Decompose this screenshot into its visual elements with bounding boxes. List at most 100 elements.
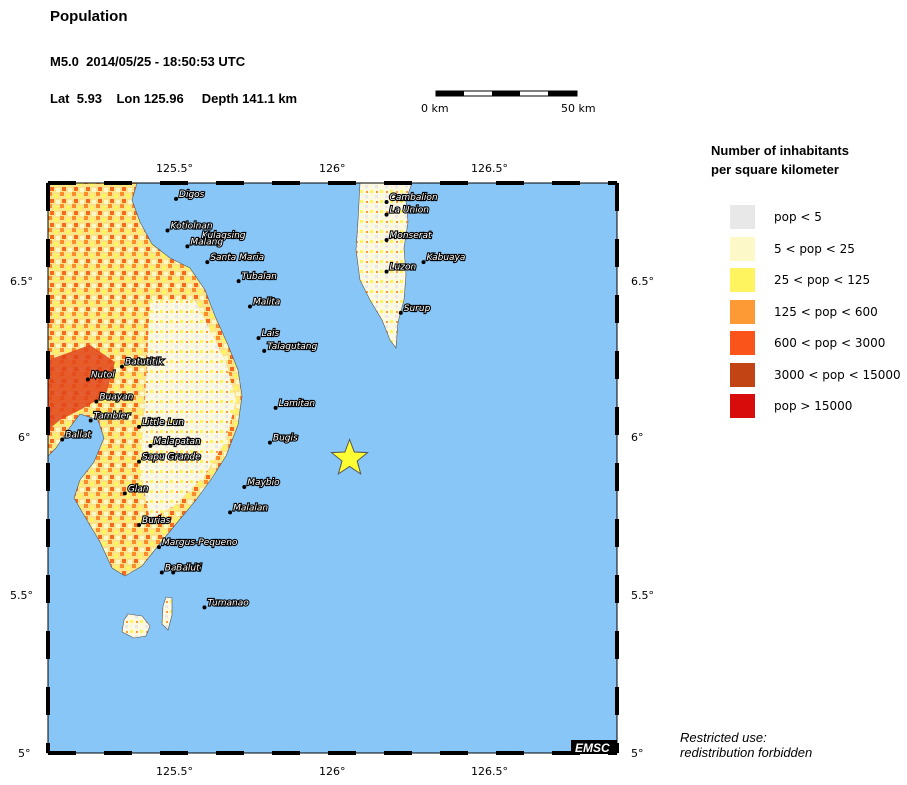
frame-dash [615,239,619,267]
legend-item: 3000 < pop < 15000 [730,362,901,387]
place-label: Digos [179,190,205,200]
frame-dash [160,181,188,185]
frame-dash [104,181,132,185]
frame-dash [615,631,619,659]
legend-label: 5 < pop < 25 [774,241,855,256]
place-label: Kabuaya [427,253,466,263]
place-label: Lais [262,329,280,339]
restricted-line2: redistribution forbidden [680,745,813,760]
place-label: Kotiolnan [170,222,212,232]
place-label: Batutitik [125,358,164,368]
lat-tick-left: 6.5° [10,275,33,288]
legend-title: Number of inhabitants per square kilomet… [711,141,901,179]
place-label: Cambalion [390,193,438,203]
place-marker [384,238,389,242]
place-label: Malapatan [153,437,201,447]
place-marker [85,377,90,382]
frame-dash [272,181,300,185]
frame-dash [384,751,412,755]
frame-dash [46,631,50,659]
scale-start-label: 0 km [421,102,449,115]
legend-item: pop > 15000 [730,394,852,418]
lat-tick-right: 5° [631,747,644,760]
frame-dash [615,463,619,491]
frame-dash [615,407,619,435]
place-marker [228,510,233,515]
place-label: Kulagsing [202,231,246,241]
place-marker [137,523,142,527]
lon-tick-top: 126° [319,162,346,175]
lat-tick-right: 6° [631,431,644,444]
legend-swatch [730,362,755,387]
frame-dash [552,181,580,185]
place-marker [119,364,124,369]
frame-dash [216,181,244,185]
place-label: Tambler [94,412,132,422]
place-label: Maybio [247,478,280,488]
place-label: Malita [253,298,280,308]
frame-dash [615,687,619,715]
place-label: Tubalan [242,272,278,282]
lon-tick-bottom: 126° [319,765,346,778]
legend-label: 3000 < pop < 15000 [774,367,901,382]
place-label: Burias [142,516,171,526]
place-marker [94,399,99,404]
place-marker [165,228,170,233]
place-label: Ballat [65,431,91,441]
place-marker [421,260,426,265]
place-label: Luzon [390,263,417,273]
place-marker [88,418,93,423]
place-marker [205,260,210,265]
frame-dash [46,575,50,603]
legend-swatch [730,268,755,292]
lat-tick-left: 5.5° [10,589,33,602]
place-label: La Union [390,206,430,216]
place-marker [137,459,142,464]
legend-title-line1: Number of inhabitants [711,143,849,158]
emsc-badge-text: EMSC [575,741,610,755]
place-marker [267,440,272,445]
legend-item: 125 < pop < 600 [730,299,878,324]
place-marker [196,238,201,242]
place-marker [256,336,261,341]
frame-dash [496,751,524,755]
map-frame-dashes [46,181,619,755]
legend-swatch [730,299,755,324]
place-label: Nutol [91,370,115,380]
frame-dash [615,295,619,323]
frame-dash [160,751,188,755]
place-label: Surup [404,304,431,314]
legend-label: 25 < pop < 125 [774,273,871,287]
legend-label: pop < 5 [774,210,822,224]
frame-dash [46,239,50,267]
place-label: Lamitan [279,399,316,409]
legend-swatch [730,236,755,261]
frame-dash [48,751,76,755]
lon-tick-top: 125.5° [156,162,193,175]
frame-dash [46,463,50,491]
place-marker [384,200,389,204]
lat-ticks-right: 6.5° 6° 5.5° 5° [631,275,654,760]
place-marker [242,485,247,489]
frame-dash [272,751,300,755]
place-marker [262,348,267,353]
frame-dash [496,181,524,185]
lat-tick-right: 5.5° [631,589,654,602]
sarangani-island [121,613,151,639]
emsc-badge: EMSC [571,740,617,755]
legend-swatch [730,394,755,418]
frame-dash [328,181,356,185]
frame-dash [384,181,412,185]
place-marker [60,437,65,442]
eastern-peninsula [355,183,413,349]
place-marker [384,269,389,274]
epicenter-star-icon[interactable] [330,438,369,476]
lon-tick-top: 126.5° [471,162,508,175]
restricted-use-notice: Restricted use: redistribution forbidden [680,730,812,760]
page-title: Population [50,8,128,25]
frame-dash [46,519,50,547]
frame-dash [615,351,619,379]
frame-dash [104,751,132,755]
frame-dash [328,751,356,755]
